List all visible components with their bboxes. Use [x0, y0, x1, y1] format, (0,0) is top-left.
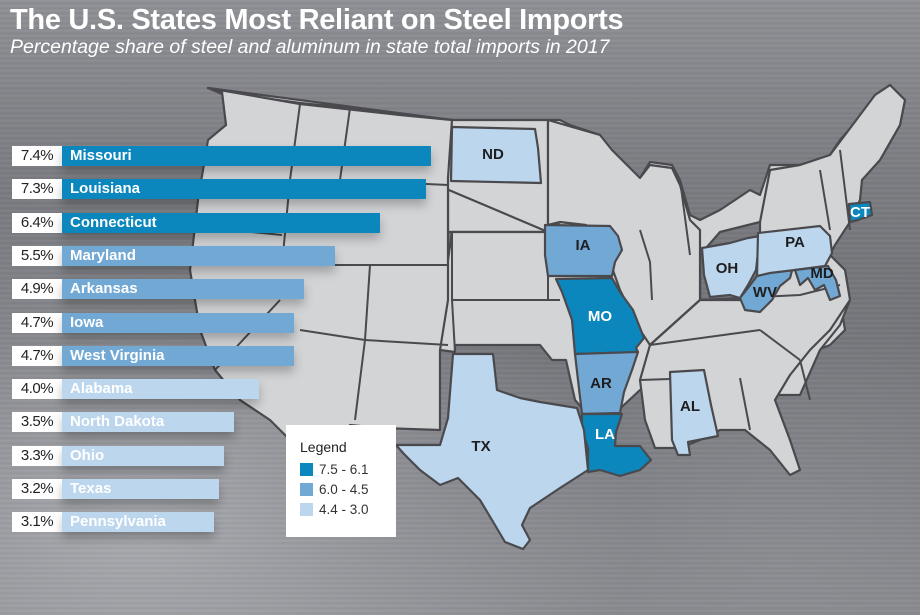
chart-title: The U.S. States Most Reliant on Steel Im… — [10, 4, 624, 36]
legend-swatch-high — [300, 463, 313, 476]
map-label-ar: AR — [590, 375, 612, 392]
state-texas — [394, 352, 590, 551]
bar-row: 4.7% Iowa — [12, 312, 295, 333]
bar-row: 4.7% West Virginia — [12, 345, 295, 366]
map-label-pa: PA — [785, 234, 805, 251]
bar-row: 6.4% Connecticut — [12, 212, 381, 233]
bar-value-label: 4.7% — [12, 345, 62, 366]
map-label-md: MD — [810, 265, 833, 282]
bar-category-label: Pennsylvania — [70, 513, 166, 531]
bar-category-label: Arkansas — [70, 280, 138, 298]
bar-row: 3.3% Ohio — [12, 445, 224, 466]
bar-row: 7.4% Missouri — [12, 146, 431, 166]
bar-category-label: Louisiana — [70, 180, 141, 198]
bar-value-label: 6.4% — [12, 212, 62, 233]
bar-row: 3.2% Texas — [12, 479, 219, 499]
bar: Texas — [62, 479, 219, 499]
bar: Maryland — [62, 245, 335, 266]
state-north-dakota — [449, 125, 543, 185]
state-missouri — [554, 276, 646, 356]
bar-row: 7.3% Louisiana — [12, 179, 426, 200]
bar: Ohio — [62, 445, 224, 466]
title-block: The U.S. States Most Reliant on Steel Im… — [10, 4, 624, 58]
bar: Pennsylvania — [62, 512, 214, 533]
legend-label-low: 4.4 - 3.0 — [319, 502, 369, 517]
bar-value-label: 5.5% — [12, 245, 62, 266]
legend-swatch-low — [300, 503, 313, 516]
bar-row: 5.5% Maryland — [12, 245, 335, 266]
chart-subtitle: Percentage share of steel and aluminum i… — [10, 36, 610, 58]
bar: Louisiana — [62, 179, 426, 200]
bar-category-label: Ohio — [70, 446, 105, 464]
map-label-mo: MO — [588, 308, 612, 325]
bar-value-label: 4.0% — [12, 379, 62, 400]
bar-category-label: Alabama — [70, 380, 133, 398]
bar-value-label: 3.1% — [12, 512, 62, 533]
state-ohio — [700, 234, 762, 300]
bar: Iowa — [62, 312, 295, 333]
bar-category-label: Iowa — [70, 313, 104, 331]
bar-row: 3.1% Pennsylvania — [12, 512, 214, 533]
state-louisiana — [580, 412, 653, 478]
bar-category-label: Maryland — [70, 246, 136, 264]
legend-item-high: 7.5 - 6.1 — [300, 462, 369, 477]
legend-label-high: 7.5 - 6.1 — [319, 462, 369, 477]
state-connecticut — [847, 200, 874, 224]
bar-value-label: 4.7% — [12, 312, 62, 333]
bar: Connecticut — [62, 212, 381, 233]
map-label-wv: WV — [753, 284, 777, 301]
legend-item-low: 4.4 - 3.0 — [300, 502, 369, 517]
map-label-ia: IA — [576, 237, 591, 254]
bar: Missouri — [62, 146, 431, 166]
map-label-la: LA — [595, 426, 615, 443]
map-label-oh: OH — [716, 260, 739, 277]
state-maryland — [793, 264, 842, 302]
bar-chart: 7.4% Missouri 7.3% Louisiana 6.4% Connecticut… — [12, 146, 431, 533]
legend-label-mid: 6.0 - 4.5 — [319, 482, 369, 497]
state-arkansas — [573, 350, 640, 416]
bar-category-label: Texas — [70, 480, 112, 497]
bar: North Dakota — [62, 412, 234, 433]
legend: Legend 7.5 - 6.1 6.0 - 4.5 4.4 - 3.0 — [286, 425, 396, 537]
bar-value-label: 3.3% — [12, 445, 62, 466]
bar: Alabama — [62, 379, 259, 400]
bar-row: 4.9% Arkansas — [12, 279, 305, 300]
bar: Arkansas — [62, 279, 305, 300]
state-alabama — [668, 368, 720, 457]
map-label-al: AL — [680, 398, 700, 415]
bar-row: 3.5% North Dakota — [12, 412, 234, 433]
state-iowa — [543, 223, 624, 278]
bar-value-label: 7.3% — [12, 179, 62, 200]
bar-value-label: 3.2% — [12, 479, 62, 499]
map-label-ct: CT — [850, 204, 870, 221]
legend-swatch-mid — [300, 483, 313, 496]
map-label-nd: ND — [482, 146, 504, 163]
bar-value-label: 4.9% — [12, 279, 62, 300]
bar: West Virginia — [62, 345, 295, 366]
bar-row: 4.0% Alabama — [12, 379, 259, 400]
bar-category-label: Missouri — [70, 147, 132, 164]
bar-category-label: Connecticut — [70, 213, 157, 231]
bar-value-label: 3.5% — [12, 412, 62, 433]
legend-title: Legend — [300, 439, 347, 455]
legend-item-mid: 6.0 - 4.5 — [300, 482, 369, 497]
map-label-tx: TX — [471, 438, 490, 455]
bar-value-label: 7.4% — [12, 146, 62, 166]
bar-category-label: West Virginia — [70, 346, 165, 364]
bar-category-label: North Dakota — [70, 413, 165, 431]
